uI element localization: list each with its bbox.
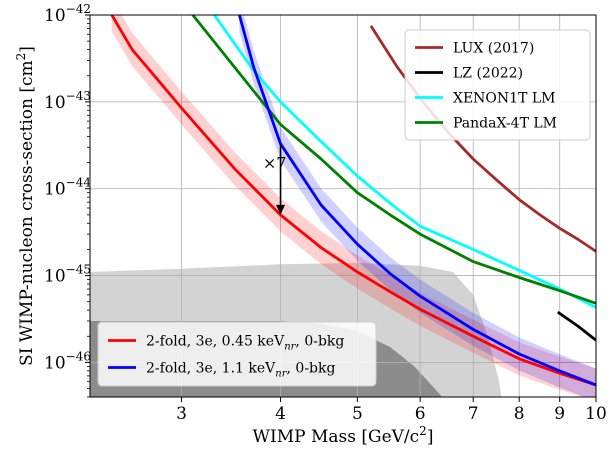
x-axis-label: WIMP Mass [GeV/c2] [253, 424, 434, 447]
series-line-2-fold-3e-0-45-kev [110, 15, 596, 387]
x-tick-label: 3 [176, 404, 187, 424]
x-tick-label: 7 [468, 404, 479, 424]
annotation-label: ×7 [263, 154, 287, 173]
y-tick-label: 10−46 [44, 349, 91, 373]
legend-label: LUX (2017) [453, 41, 534, 57]
legend-upper-box [404, 29, 591, 141]
annotation: ×7 [263, 143, 287, 215]
legend-label: 2-fold, 3e, 0.45 keVnr, 0-bkg [146, 334, 344, 353]
x-tick-label: 10 [585, 404, 607, 424]
legend-label: XENON1T LM [453, 91, 556, 107]
series-line-xenon1t-lm [213, 15, 596, 309]
series-line-2-fold-3e-1-1-kev [238, 15, 596, 387]
x-tick-label: 8 [514, 404, 525, 424]
series-line-lz-2022 [556, 310, 596, 342]
series-line-pandax-4t-lm [191, 15, 596, 305]
axis-ticks: 3 4 5 6 7 8 9 10 10−42 10−43 10−44 10−45 10−46 [44, 2, 607, 424]
x-tick-label: 9 [554, 404, 565, 424]
y-tick-label: 10−45 [44, 263, 91, 287]
legend-label: PandaX-4T LM [453, 116, 557, 132]
band-0000ff [239, 15, 596, 397]
annotation-arrowhead [276, 204, 286, 215]
y-tick-label: 10−42 [44, 2, 91, 26]
legend-lower-box [97, 321, 377, 387]
x-tick-label: 5 [352, 404, 363, 424]
legend-label: LZ (2022) [453, 66, 523, 82]
uncertainty-bands [111, 15, 596, 397]
legend-label: 2-fold, 3e, 1.1 keVnr, 0-bkg [146, 361, 335, 380]
band-ff0000 [111, 15, 596, 397]
x-tick-label: 4 [275, 404, 286, 424]
y-tick-label: 10−44 [44, 176, 91, 200]
y-tick-label: 10−43 [44, 89, 91, 113]
legend-upper-right: LUX (2017) LZ (2022) XENON1T LM PandaX-4T L… [404, 29, 591, 141]
x-tick-label: 6 [415, 404, 426, 424]
legend-lower-left: 2-fold, 3e, 0.45 keVnr, 0-bkg 2-fold, 3e,… [97, 321, 377, 387]
y-axis-label: SI WIMP-nucleon cross-section [cm2] [14, 46, 37, 366]
plot-frame [89, 14, 597, 398]
